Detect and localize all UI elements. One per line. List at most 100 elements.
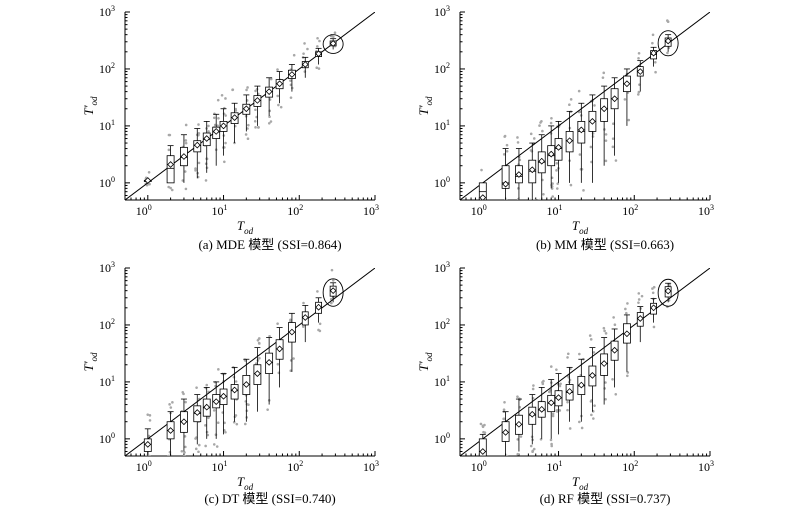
scatter-point [277,103,280,107]
scatter-point [167,148,171,152]
scatter-point [592,417,595,420]
scatter-point [289,319,292,323]
scatter-point [531,438,534,442]
scatter-point [551,412,555,416]
scatter-point [568,103,571,107]
box-mean-marker [315,303,322,311]
scatter-point [169,186,172,190]
panel-b-caption: (b) MM 模型 (SSI=0.663) [535,237,675,252]
scatter-point [637,298,641,301]
scatter-point [483,423,486,427]
scatter-point [254,362,258,365]
scatter-point [503,400,506,404]
scatter-point [217,368,220,371]
scatter-point [246,86,249,89]
x-tick-label: 102 [287,459,303,474]
scatter-point [555,161,559,165]
scatter-point [612,122,615,126]
scatter-point [651,41,654,45]
box-mean-marker [301,314,309,321]
box-mean-marker [242,105,250,113]
box-mean-marker [288,328,296,336]
scatter-point [302,52,305,55]
scatter-point [292,357,295,360]
scatter-point [204,424,207,427]
scatter-point [593,104,596,107]
scatter-point [516,452,520,456]
scatter-point [551,195,555,198]
scatter-point [258,356,261,360]
scatter-point [555,368,558,371]
scatter-point [516,136,519,139]
highlight-ellipse [322,34,344,54]
plot-area: 100 101 102 103 100 101 102 103 Tod T'od [81,4,379,236]
box-mean-marker [329,287,337,295]
y-tick-label: 101 [434,374,450,389]
scatter-point [556,182,560,185]
x-tick-label: 100 [471,459,487,474]
scatter-point [169,406,173,409]
box-mean-marker [600,105,608,113]
scatter-point [330,268,334,272]
box-mean-marker [636,68,644,75]
scatter-point [330,34,333,38]
highlight-ellipse [657,278,679,307]
scatter-point [182,392,185,396]
panel-b-plot: 100 101 102 103 100 101 102 103 Tod T'od [416,4,714,236]
y-axis-label-group: T'od [416,352,434,372]
y-tick-label: 102 [99,61,115,76]
scatter-point [302,301,305,305]
scatter-point [194,447,198,451]
x-axis-label: Tod [572,474,589,492]
panel-c-plot: 100 101 102 103 100 101 102 103 Tod T'od [81,260,379,492]
scatter-point [257,337,261,340]
scatter-point [654,60,657,64]
scatter-point [626,302,629,305]
y-tick-label: 100 [99,431,115,446]
box-mean-marker [254,97,261,104]
scatter-point [224,114,227,117]
box-mean-marker [611,346,618,354]
scatter-point [532,447,536,451]
x-tick-label: 102 [622,459,638,474]
scatter-point [289,79,292,82]
box-mean-marker [664,37,672,45]
x-axis-label: Tod [237,218,254,236]
box-mean-marker [203,403,211,411]
scatter-point [267,121,271,125]
box-mean-marker [220,392,227,400]
scatter-point [589,145,593,149]
box-mean-marker [502,429,509,436]
x-tick-label: 102 [287,203,303,218]
scatter-point [637,51,641,55]
scatter-point [318,322,322,326]
scatter-point [538,124,541,127]
y-axis-label: T'od [416,352,434,372]
scatter-point [590,413,593,417]
scatter-point [550,116,553,120]
scatter-point [146,413,150,416]
scatter-point [651,291,655,295]
scatter-point [602,71,606,75]
scatter-point [654,70,657,74]
scatter-point [627,118,631,122]
scatter-point [604,139,608,142]
scatter-point [184,400,187,404]
scatter-point [531,449,535,453]
scatter-point [566,408,569,412]
scatter-point [529,149,533,152]
scatter-point [220,93,224,97]
scatter-point [604,133,608,136]
scatter-point [245,416,249,419]
scatter-point [217,116,220,120]
box-mean-marker [664,287,672,295]
scatter-point [183,435,187,438]
y-tick-label: 101 [99,374,115,389]
scatter-point [502,417,506,421]
box-mean-marker [515,171,523,178]
plot-area: 100 101 102 103 100 101 102 103 Tod T'od [416,4,714,236]
x-tick-label: 103 [363,459,379,474]
scatter-point [516,141,520,144]
scatter-point [306,47,309,51]
y-tick-label: 103 [434,260,450,275]
